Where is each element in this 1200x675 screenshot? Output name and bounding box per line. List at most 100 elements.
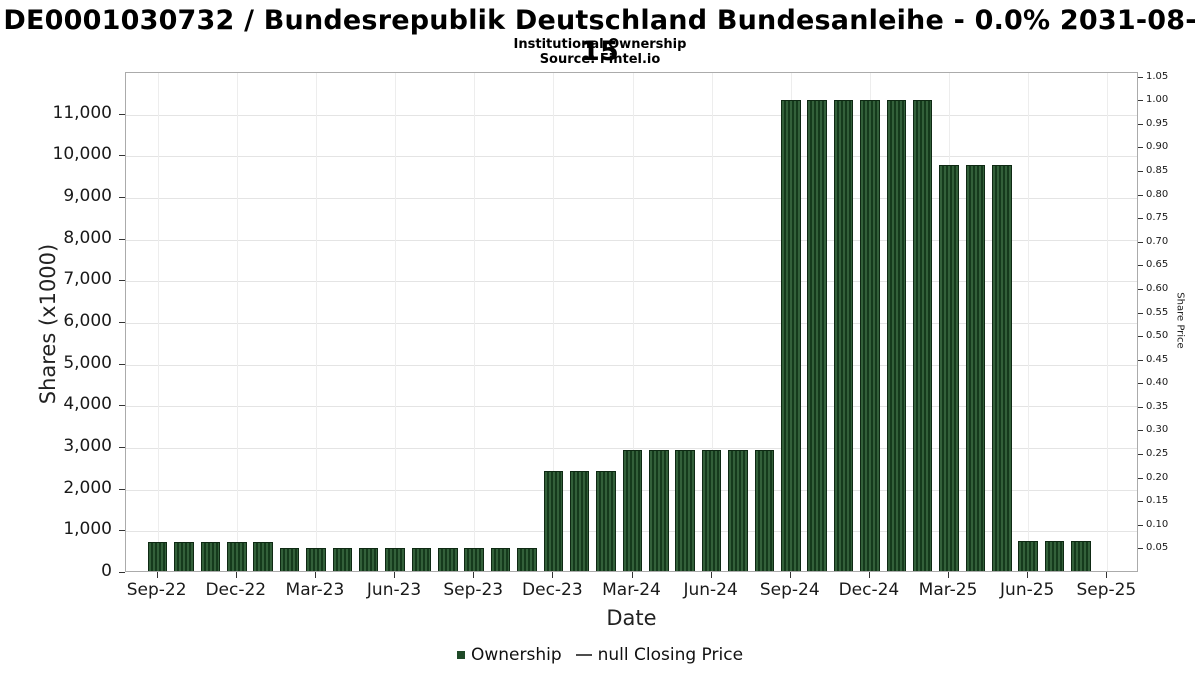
y-tick-mark-left (119, 447, 125, 448)
y-tick-label-right: 0.50 (1146, 330, 1169, 342)
ownership-bar (1071, 541, 1091, 571)
y-tick-mark-left (119, 572, 125, 573)
x-axis-label: Date (606, 606, 657, 630)
h-gridline (126, 448, 1137, 449)
y-tick-mark-right (1138, 548, 1143, 550)
ownership-bar (517, 547, 537, 571)
ownership-bar (860, 100, 880, 571)
x-tick-label: Dec-23 (522, 580, 583, 600)
v-gridline (315, 73, 317, 571)
v-gridline (236, 73, 238, 571)
ownership-bar (1018, 541, 1038, 571)
x-tick-label: Mar-24 (602, 580, 661, 600)
y-tick-mark-right (1138, 123, 1143, 125)
h-gridline (126, 323, 1137, 324)
y-tick-label-left: 6,000 (63, 311, 112, 331)
ownership-bar (675, 450, 695, 571)
ownership-bar (939, 164, 959, 571)
ownership-bar (1044, 541, 1065, 571)
x-tick-label: Jun-25 (1000, 580, 1055, 600)
h-gridline (126, 198, 1137, 199)
ownership-bar (833, 100, 854, 571)
y-tick-label-right: 0.40 (1146, 377, 1169, 389)
ownership-bar (992, 164, 1012, 571)
y-tick-label-left: 9,000 (63, 186, 112, 206)
y-tick-label-left: 0 (101, 561, 112, 581)
ownership-bar (358, 547, 379, 571)
y-tick-mark-right (1138, 312, 1143, 314)
y-tick-mark-right (1138, 76, 1143, 78)
y-tick-mark-right (1138, 359, 1143, 361)
y-tick-label-right: 0.20 (1146, 471, 1169, 483)
ownership-bar (200, 541, 221, 571)
y-tick-mark-right (1138, 501, 1143, 503)
y-tick-label-right: 1.05 (1146, 70, 1169, 82)
x-tick-label: Sep-24 (759, 580, 820, 600)
x-tick-label: Sep-23 (443, 580, 504, 600)
x-tick-mark (156, 572, 158, 578)
ownership-bar (807, 100, 827, 571)
y-tick-mark-left (119, 530, 125, 532)
v-gridline (632, 73, 634, 571)
legend-item-ownership: Ownership (456, 645, 562, 665)
y-tick-mark-right (1138, 477, 1143, 479)
ownership-bar (490, 547, 511, 571)
v-gridline (474, 73, 476, 571)
x-tick-mark (710, 572, 712, 578)
y-tick-mark-right (1138, 218, 1143, 220)
ownership-bar (438, 547, 458, 571)
ownership-bar (306, 547, 326, 571)
legend: Ownership null Closing Price (0, 645, 1200, 665)
ownership-bar (886, 100, 907, 571)
x-tick-mark (868, 572, 870, 578)
y-tick-mark-left (119, 405, 125, 407)
x-tick-label: Dec-22 (205, 580, 267, 600)
y-axis-label-right: Share Price (1174, 292, 1186, 349)
y-tick-mark-right (1138, 265, 1143, 267)
y-tick-mark-right (1138, 147, 1143, 149)
x-tick-label: Mar-23 (285, 580, 345, 600)
x-tick-label: Mar-25 (918, 580, 978, 600)
y-tick-mark-left (119, 113, 125, 115)
y-tick-label-right: 0.30 (1146, 424, 1169, 436)
v-gridline (1028, 73, 1030, 571)
ownership-bar (543, 471, 564, 571)
x-tick-label: Dec-24 (838, 580, 900, 600)
y-tick-label-right: 0.85 (1146, 165, 1169, 177)
y-tick-label-left: 3,000 (63, 436, 112, 456)
v-gridline (157, 73, 159, 571)
y-tick-mark-left (119, 280, 125, 282)
ownership-bar (332, 547, 353, 571)
v-gridline (395, 73, 397, 571)
y-tick-label-right: 0.10 (1146, 518, 1169, 530)
ownership-bar (701, 450, 722, 571)
y-tick-label-right: 0.60 (1146, 282, 1169, 294)
y-tick-label-left: 2,000 (63, 477, 112, 498)
x-tick-mark (631, 572, 633, 578)
y-tick-mark-right (1138, 454, 1143, 456)
y-tick-mark-right (1138, 100, 1143, 102)
x-tick-mark (235, 572, 237, 578)
y-tick-mark-left (119, 488, 125, 490)
ownership-bar (728, 450, 748, 571)
ownership-bar (147, 541, 168, 571)
ownership-bar (411, 547, 432, 571)
x-tick-mark (1106, 572, 1108, 578)
y-tick-label-right: 0.75 (1146, 212, 1169, 224)
y-tick-label-right: 0.65 (1146, 259, 1169, 271)
y-tick-mark-right (1138, 430, 1143, 432)
x-tick-label: Sep-22 (126, 580, 187, 600)
v-gridline (553, 73, 555, 571)
ownership-marker-icon (456, 651, 465, 659)
ownership-bar (754, 450, 775, 571)
y-tick-label-right: 0.15 (1146, 495, 1169, 507)
y-tick-label-left: 4,000 (63, 394, 112, 415)
y-tick-label-right: 1.00 (1146, 94, 1169, 106)
legend-item-closing-price: null Closing Price (575, 645, 743, 665)
ownership-bar (174, 541, 194, 571)
y-tick-label-right: 0.25 (1146, 448, 1169, 460)
x-tick-mark (789, 572, 791, 578)
x-tick-mark (948, 572, 950, 578)
y-tick-mark-left (119, 197, 125, 198)
